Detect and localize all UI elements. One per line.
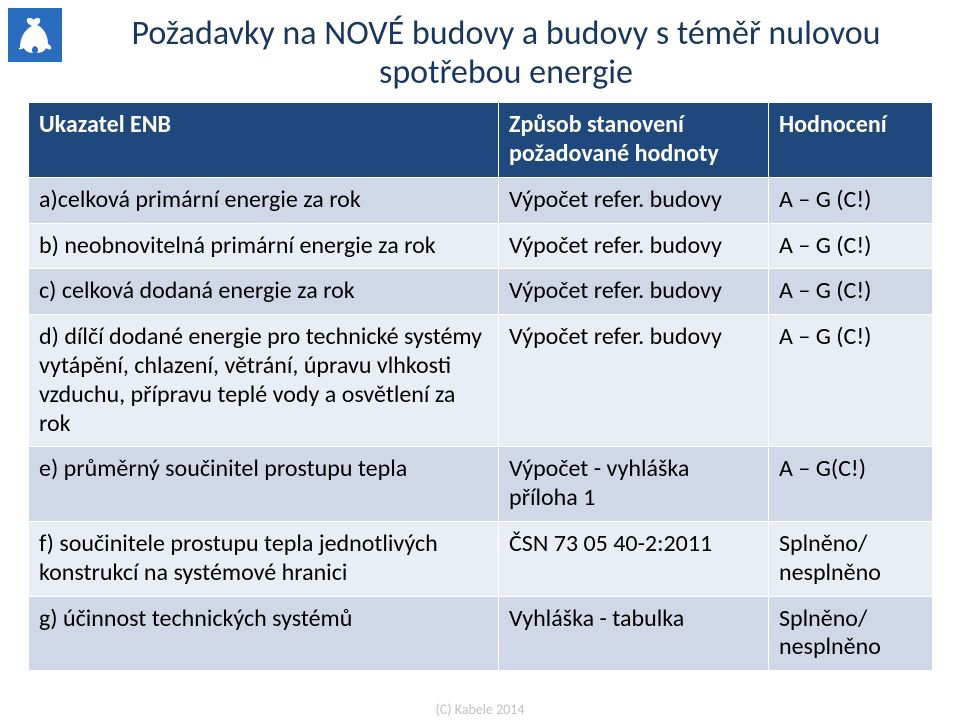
cell-rating: A – G(C!) [769, 447, 933, 522]
cell-method: Výpočet refer. budovy [499, 269, 769, 315]
table-row: f) součinitele prostupu tepla jednotlivý… [29, 521, 933, 596]
col-ukazatel: Ukazatel ENB [29, 103, 499, 178]
cell-indicator: d) dílčí dodané energie pro technické sy… [29, 315, 499, 447]
table-row: g) účinnost technických systémů Vyhláška… [29, 596, 933, 671]
col-hodnoceni: Hodnocení [769, 103, 933, 178]
czech-lion-logo [8, 8, 62, 62]
cell-method: ČSN 73 05 40-2:2011 [499, 521, 769, 596]
table-row: b) neobnovitelná primární energie za rok… [29, 223, 933, 269]
slide: Požadavky na NOVÉ budovy a budovy s témě… [0, 0, 960, 724]
cell-rating: A – G (C!) [769, 315, 933, 447]
cell-rating: A – G (C!) [769, 177, 933, 223]
cell-rating: Splněno/ nesplněno [769, 521, 933, 596]
footer-copyright: (C) Kabele 2014 [0, 701, 960, 718]
requirements-table: Ukazatel ENB Způsob stanovení požadované… [28, 102, 933, 671]
cell-indicator: a)celková primární energie za rok [29, 177, 499, 223]
cell-rating: A – G (C!) [769, 223, 933, 269]
cell-method: Výpočet refer. budovy [499, 315, 769, 447]
cell-indicator: b) neobnovitelná primární energie za rok [29, 223, 499, 269]
title-container: Požadavky na NOVÉ budovy a budovy s témě… [80, 14, 932, 92]
table-row: e) průměrný součinitel prostupu tepla Vý… [29, 447, 933, 522]
table-row: a)celková primární energie za rok Výpoče… [29, 177, 933, 223]
cell-method: Výpočet refer. budovy [499, 177, 769, 223]
cell-indicator: c) celková dodaná energie za rok [29, 269, 499, 315]
cell-method: Výpočet refer. budovy [499, 223, 769, 269]
col-zpusob: Způsob stanovení požadované hodnoty [499, 103, 769, 178]
page-title: Požadavky na NOVÉ budovy a budovy s témě… [80, 14, 932, 92]
table-row: d) dílčí dodané energie pro technické sy… [29, 315, 933, 447]
table-row: c) celková dodaná energie za rok Výpočet… [29, 269, 933, 315]
cell-method: Vyhláška - tabulka [499, 596, 769, 671]
cell-indicator: f) součinitele prostupu tepla jednotlivý… [29, 521, 499, 596]
cell-indicator: g) účinnost technických systémů [29, 596, 499, 671]
cell-rating: A – G (C!) [769, 269, 933, 315]
cell-method: Výpočet - vyhláška příloha 1 [499, 447, 769, 522]
cell-indicator: e) průměrný součinitel prostupu tepla [29, 447, 499, 522]
table-header-row: Ukazatel ENB Způsob stanovení požadované… [29, 103, 933, 178]
cell-rating: Splněno/ nesplněno [769, 596, 933, 671]
